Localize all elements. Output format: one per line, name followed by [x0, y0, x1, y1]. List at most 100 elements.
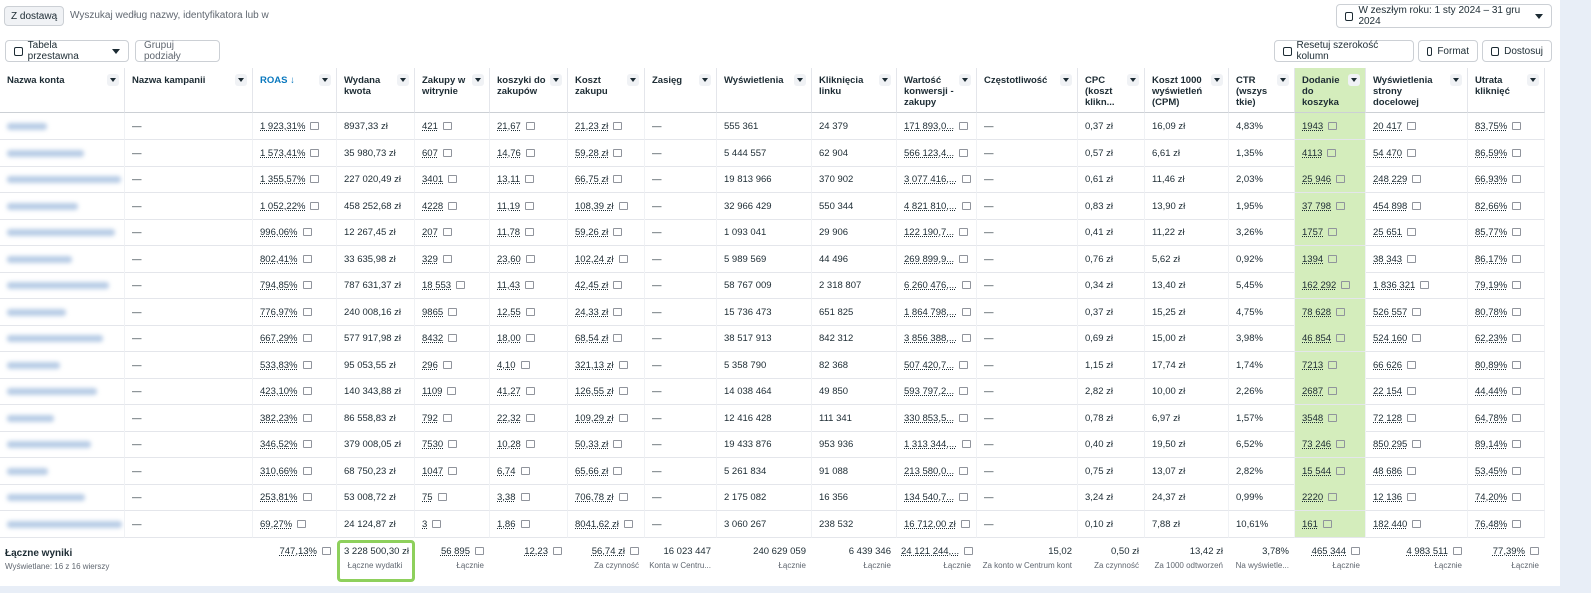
table-cell: 32 966 429: [717, 192, 812, 220]
cell-value: —: [652, 386, 662, 397]
column-header[interactable]: Koszt 1000 wyświetleń (CPM): [1145, 68, 1229, 113]
column-header[interactable]: Nazwa konta: [0, 68, 125, 113]
cell-value: 458 252,68 zł: [344, 200, 402, 212]
column-header[interactable]: Wyświetlenia: [717, 68, 812, 113]
view-button[interactable]: Tabela przestawna: [5, 40, 129, 62]
cell-value: 7,88 zł: [1152, 518, 1180, 530]
column-header[interactable]: Częstotliwość: [977, 68, 1078, 113]
column-menu: [1277, 74, 1289, 86]
cell-value: —: [984, 465, 994, 477]
cell-value: 3,26%: [1236, 227, 1263, 238]
column-header[interactable]: Koszt zakupu: [568, 68, 645, 113]
column-header[interactable]: Zasięg: [645, 68, 717, 113]
table-cell: 126,55 zł: [568, 378, 645, 405]
column-menu: [627, 74, 639, 86]
note-icon: [959, 360, 969, 369]
column-header[interactable]: Wydana kwota: [337, 68, 415, 113]
cell-value: 10,61%: [1236, 518, 1269, 530]
cell-value: 11,22 zł: [1152, 227, 1185, 238]
table-cell: 0,34 zł: [1078, 272, 1145, 299]
column-header[interactable]: Wyświetlenia strony docelowej: [1366, 68, 1468, 113]
customize-button[interactable]: Dostosuj: [1482, 40, 1552, 62]
cell-value: 24 379: [819, 121, 849, 132]
total-cell: 747,13%: [253, 540, 337, 582]
table-cell: —: [977, 245, 1078, 273]
cell-value: 4 821 810,...: [904, 200, 957, 212]
table-cell: 454 898: [1366, 192, 1468, 220]
table-cell: 566 123,4...: [897, 139, 977, 167]
table-cell: 667,29%: [253, 325, 337, 352]
account-name-cell: [0, 484, 125, 511]
cell-value: 91 088: [819, 465, 849, 477]
table-cell: 1 836 321: [1366, 272, 1468, 299]
date-picker[interactable]: W zeszłym roku: 1 sty 2024 – 31 gru 2024: [1336, 4, 1552, 28]
column-header[interactable]: koszyki do zakupów: [490, 68, 568, 113]
table-cell: —: [125, 431, 253, 458]
cell-value: 22,32: [497, 412, 521, 424]
cell-value: 13,07 zł: [1152, 465, 1186, 477]
table-cell: 3,26%: [1229, 219, 1295, 246]
table-cell: —: [125, 139, 253, 167]
table-cell: 85,77%: [1468, 219, 1545, 246]
table-cell: 1 864 798,...: [897, 298, 977, 326]
group-label: Grupuj podziały: [144, 40, 181, 62]
table-cell: 555 361: [717, 113, 812, 140]
total-cell: 12,23: [490, 540, 568, 582]
cell-value: 1394: [1302, 253, 1324, 265]
column-header[interactable]: Nazwa kampanii: [125, 68, 253, 113]
cell-value: 996,06%: [260, 227, 298, 238]
account-name-cell: [0, 431, 125, 458]
table-cell: —: [977, 351, 1078, 379]
cell-value: 80,89%: [1475, 359, 1508, 371]
column-title: Wyświetlenia: [724, 75, 784, 86]
search-input[interactable]: Wyszukaj według nazwy, identyfikatora lu…: [70, 10, 269, 21]
total-value: 3,78%: [1262, 546, 1289, 557]
column-header[interactable]: Utrata kliknięć: [1468, 68, 1545, 113]
reset-button[interactable]: Resetuj szerokość kolumn: [1274, 40, 1414, 62]
note-icon: [1512, 228, 1522, 237]
table-cell: —: [977, 404, 1078, 432]
column-header[interactable]: CTR (wszys tkie): [1229, 68, 1295, 113]
column-header[interactable]: CPC (koszt klikn...: [1078, 68, 1145, 113]
cell-value: 1 052,22%: [260, 200, 306, 212]
format-button[interactable]: Format: [1418, 40, 1478, 62]
cell-value: —: [984, 412, 994, 424]
table-cell: 12 267,45 zł: [337, 219, 415, 246]
table-cell: 9865: [415, 298, 490, 326]
note-icon: [442, 148, 452, 157]
note-icon: [961, 281, 971, 290]
table-cell: 227 020,49 zł: [337, 166, 415, 193]
note-icon: [520, 360, 530, 369]
column-header[interactable]: Kliknięcia linku: [812, 68, 897, 113]
table-cell: —: [125, 298, 253, 326]
column-header[interactable]: ROAS ↓: [253, 68, 337, 113]
table-cell: 38 517 913: [717, 325, 812, 352]
table-cell: 24 379: [812, 113, 897, 140]
cell-value: 19 433 876: [724, 439, 772, 450]
table-cell: 5 444 557: [717, 139, 812, 167]
table-cell: 2,03%: [1229, 166, 1295, 193]
table-cell: 162 292: [1295, 272, 1366, 299]
column-header[interactable]: Zakupy w witrynie: [415, 68, 490, 113]
column-header[interactable]: Dodanie do koszyka: [1295, 68, 1366, 113]
note-icon: [1512, 519, 1522, 528]
filter-chip[interactable]: Z dostawą: [4, 6, 65, 26]
note-icon: [959, 413, 969, 422]
cell-value: 10,00 zł: [1152, 386, 1186, 397]
cell-value: 80,78%: [1475, 306, 1508, 318]
column-header[interactable]: Wartość konwersji - zakupy: [897, 68, 977, 113]
table-cell: 4228: [415, 192, 490, 220]
note-icon: [525, 281, 535, 290]
cell-value: 82,66%: [1475, 200, 1508, 212]
column-title: Koszt zakupu: [575, 75, 608, 97]
total-caption: Konta w Centru...: [649, 561, 711, 570]
cell-value: —: [132, 518, 142, 530]
table-cell: 0,76 zł: [1078, 245, 1145, 273]
table-cell: 550 344: [812, 192, 897, 220]
total-value: 56,74 zł: [591, 546, 625, 557]
total-cell: 465 344 Łącznie: [1295, 540, 1366, 582]
cell-value: —: [132, 147, 142, 159]
group-button[interactable]: Grupuj podziały: [135, 40, 220, 62]
table-cell: 7213: [1295, 351, 1366, 379]
column-menu: [397, 74, 409, 86]
